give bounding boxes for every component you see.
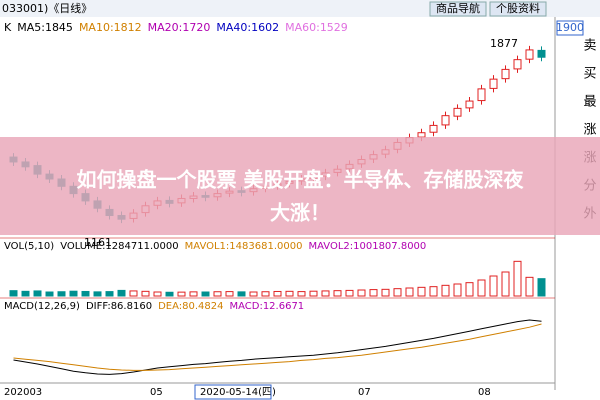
low-annotation: 1161: [84, 236, 112, 249]
candle: [513, 59, 522, 70]
candle: [489, 78, 498, 89]
side-label: 最: [583, 95, 596, 110]
volume-bar: [141, 290, 150, 297]
volume-bar: [477, 279, 486, 297]
stock-code: 033001)《日线》: [2, 1, 92, 15]
indicator-label: MA60:1529: [285, 21, 348, 34]
side-label: 涨: [583, 123, 596, 138]
x-label: 07: [358, 387, 371, 398]
volume-bar: [417, 286, 426, 297]
volume-bar: [309, 290, 318, 297]
volume-bar: [513, 260, 522, 297]
indicator-label: MA10:1812: [79, 21, 142, 34]
date-box: [194, 384, 272, 400]
volume-bar: [429, 286, 438, 297]
indicator-label: MA5:1845: [17, 21, 73, 34]
volume-bar: [501, 271, 510, 297]
candle: [537, 49, 546, 58]
volume-bar: [273, 290, 282, 297]
side-label: 卖: [583, 39, 596, 54]
volume-bar: [45, 291, 54, 297]
volume-bar: [537, 278, 546, 297]
volume-bar: [129, 290, 138, 297]
indicator-label: MACD:12.6671: [229, 301, 304, 312]
volume-bar: [117, 289, 126, 297]
volume-bar: [453, 283, 462, 297]
macd-line: [13, 319, 542, 375]
volume-bar: [177, 291, 186, 297]
indicator-label: MA40:1602: [216, 21, 279, 34]
price-box: [556, 20, 584, 36]
volume-bar: [489, 275, 498, 297]
headline: 大涨！: [270, 201, 330, 225]
volume-bar: [81, 290, 90, 297]
volume-bar: [441, 284, 450, 297]
volume-bar: [33, 290, 42, 297]
macd-line: [13, 323, 542, 371]
volume-bar: [465, 282, 474, 297]
volume-bar: [201, 291, 210, 297]
candle: [453, 107, 462, 117]
candle: [477, 88, 486, 102]
indicator-label: MAVOL2:1001807.8000: [308, 241, 426, 252]
volume-bar: [93, 291, 102, 297]
high-annotation: 1877: [490, 37, 518, 50]
volume-bar: [321, 290, 330, 297]
indicator-label: MACD(12,26,9): [4, 301, 80, 312]
volume-bar: [237, 291, 246, 297]
side-label: 买: [583, 67, 596, 82]
volume-bar: [225, 291, 234, 297]
headline: 如何操盘一个股票 美股开盘：半导体、存储股深夜: [77, 168, 525, 192]
volume-bar: [249, 291, 258, 297]
volume-bar: [393, 288, 402, 297]
volume-bar: [9, 290, 18, 297]
indicator-label: K: [4, 21, 12, 34]
volume-bar: [285, 290, 294, 297]
x-label: 202003: [4, 387, 42, 398]
x-label: 05: [150, 387, 163, 398]
volume-bar: [165, 291, 174, 297]
x-label: 08: [478, 387, 491, 398]
price-box-label: 1900: [556, 21, 584, 34]
indicator-label: VOLUME:1284711.0000: [60, 241, 178, 252]
indicator-label: MAVOL1:1483681.0000: [185, 241, 303, 252]
indicator-label: DIFF:86.8160: [86, 301, 152, 312]
button[interactable]: [489, 1, 547, 17]
candle: [429, 124, 438, 133]
button-label[interactable]: 商品导航: [436, 1, 480, 15]
volume-bar: [153, 291, 162, 297]
volume-bar: [189, 291, 198, 297]
candle: [417, 132, 426, 138]
volume-bar: [105, 291, 114, 297]
indicator-label: DEA:80.4824: [158, 301, 223, 312]
volume-bar: [369, 289, 378, 297]
headline-band: [0, 137, 600, 235]
volume-bar: [357, 289, 366, 297]
indicator-label: MA20:1720: [148, 21, 211, 34]
volume-bar: [333, 290, 342, 297]
volume-bar: [57, 291, 66, 297]
candle: [465, 100, 474, 109]
volume-bar: [345, 289, 354, 297]
volume-bar: [69, 290, 78, 297]
indicator-label: VOL(5,10): [4, 241, 54, 252]
volume-bar: [381, 288, 390, 297]
button-label[interactable]: 个股资料: [496, 1, 540, 15]
volume-bar: [525, 276, 534, 297]
volume-bar: [261, 291, 270, 297]
x-label: 2020-05-14(四): [200, 387, 276, 398]
candle: [501, 68, 510, 80]
candle: [441, 115, 450, 126]
candle: [525, 49, 534, 60]
volume-bar: [213, 291, 222, 297]
volume-bar: [21, 290, 30, 297]
volume-bar: [405, 287, 414, 297]
volume-bar: [297, 291, 306, 297]
button[interactable]: [429, 1, 487, 17]
